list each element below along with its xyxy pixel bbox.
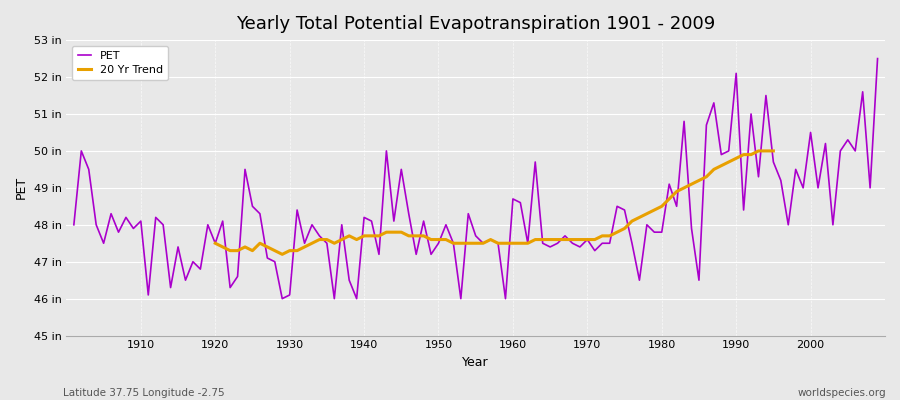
PET [604,241,615,246]
PET [515,200,526,205]
X-axis label: Year: Year [463,356,489,369]
Line: 20 Yr Trend: 20 Yr Trend [215,151,773,254]
PET [344,278,355,282]
Title: Yearly Total Potential Evapotranspiration 1901 - 2009: Yearly Total Potential Evapotranspiratio… [236,15,716,33]
20 Yr Trend [574,237,585,242]
20 Yr Trend [768,148,778,153]
20 Yr Trend [590,237,600,242]
PET [299,241,310,246]
PET [277,296,288,301]
20 Yr Trend [410,234,421,238]
Text: worldspecies.org: worldspecies.org [798,388,886,398]
Y-axis label: PET: PET [15,176,28,200]
PET [128,226,139,231]
20 Yr Trend [753,148,764,153]
20 Yr Trend [262,244,273,249]
PET [872,56,883,61]
PET [508,196,518,201]
20 Yr Trend [508,241,518,246]
20 Yr Trend [664,196,675,201]
20 Yr Trend [210,241,220,246]
20 Yr Trend [277,252,288,257]
Legend: PET, 20 Yr Trend: PET, 20 Yr Trend [72,46,168,80]
Line: PET: PET [74,58,878,299]
PET [68,222,79,227]
Text: Latitude 37.75 Longitude -2.75: Latitude 37.75 Longitude -2.75 [63,388,225,398]
